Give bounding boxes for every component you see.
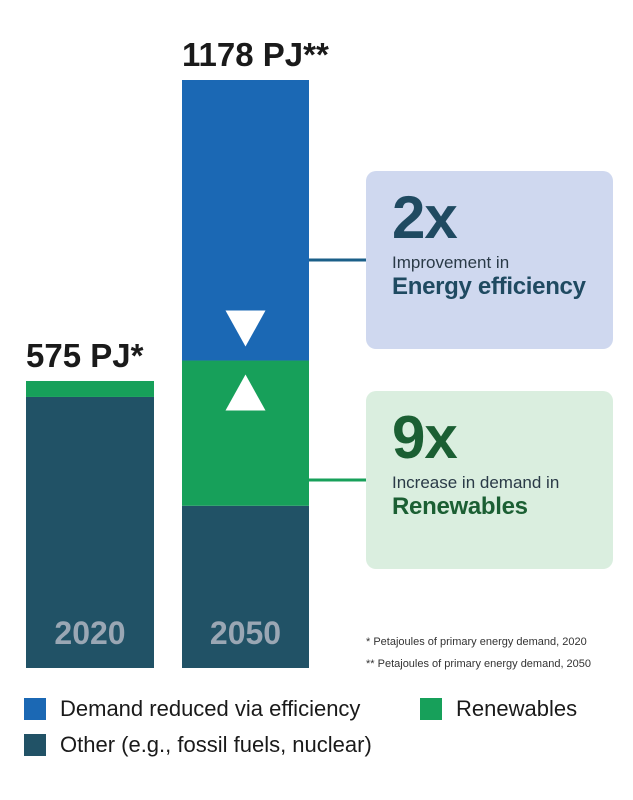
renewables-callout-line1: Increase in demand in <box>392 473 560 492</box>
legend-swatch-other <box>24 734 46 756</box>
efficiency-callout-line1: Improvement in <box>392 253 510 272</box>
total-label-2050: 1178 PJ** <box>182 36 329 73</box>
triangle-up-icon <box>225 374 266 411</box>
footnotes: * Petajoules of primary energy demand, 2… <box>366 631 591 675</box>
efficiency-callout: 2x Improvement in Energy efficiency <box>366 171 613 349</box>
legend-label-renewables: Renewables <box>456 696 578 721</box>
renewables-callout: 9x Increase in demand in Renewables <box>366 391 613 569</box>
year-label-2020: 2020 <box>54 615 125 651</box>
legend: Demand reduced via efficiency Renewables… <box>24 696 624 776</box>
legend-item-efficiency: Demand reduced via efficiency <box>24 696 360 722</box>
bar-2020-other <box>26 396 154 668</box>
efficiency-callout-line2: Energy efficiency <box>392 273 586 300</box>
footnote-2050: ** Petajoules of primary energy demand, … <box>366 658 592 670</box>
bar-2020-renewables <box>26 380 154 397</box>
legend-label-efficiency: Demand reduced via efficiency <box>60 696 361 721</box>
footnote-2020: * Petajoules of primary energy demand, 2… <box>366 636 587 648</box>
efficiency-multiplier: 2x <box>392 184 458 251</box>
legend-swatch-renewables <box>420 698 442 720</box>
labels-group: 575 PJ* 2020 1178 PJ** 2050 <box>26 36 329 651</box>
bars-group <box>26 80 309 668</box>
renewables-callout-line2: Renewables <box>392 493 528 520</box>
arrows-group <box>225 310 266 411</box>
triangle-down-icon <box>225 310 266 347</box>
legend-swatch-efficiency <box>24 698 46 720</box>
total-label-2020: 575 PJ* <box>26 337 144 374</box>
renewables-multiplier: 9x <box>392 404 458 471</box>
legend-item-other: Other (e.g., fossil fuels, nuclear) <box>24 732 372 758</box>
year-label-2050: 2050 <box>210 615 281 651</box>
legend-item-renewables: Renewables <box>420 696 577 722</box>
bar-2050-other <box>182 505 309 668</box>
legend-label-other: Other (e.g., fossil fuels, nuclear) <box>60 732 372 757</box>
connectors-group <box>309 258 366 482</box>
